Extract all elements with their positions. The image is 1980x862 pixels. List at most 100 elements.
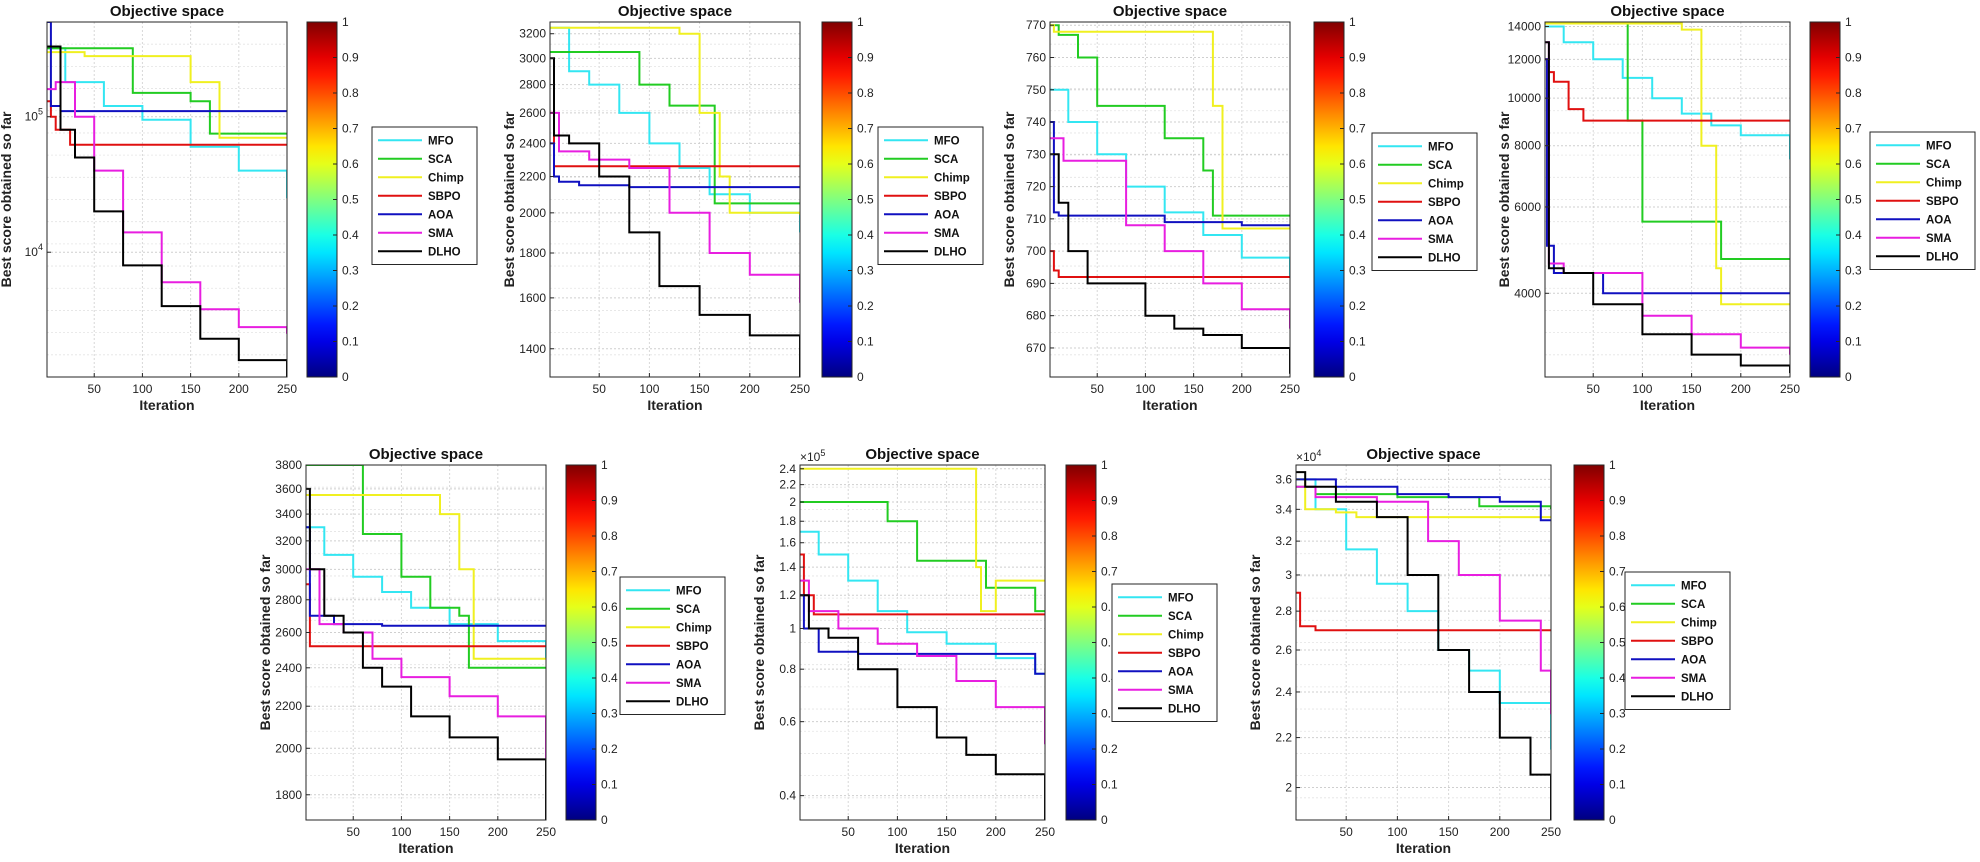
colorbar-tick-label: 0.2 bbox=[342, 299, 359, 313]
y-tick-label: 1.2 bbox=[779, 588, 796, 602]
colorbar-tick-label: 0.7 bbox=[857, 122, 874, 136]
legend-label-dlho: DLHO bbox=[428, 246, 461, 258]
y-tick-label: 3200 bbox=[275, 534, 302, 548]
y-tick-label: 4000 bbox=[1514, 286, 1541, 300]
y-exponent-label: ×104 bbox=[1296, 448, 1321, 464]
colorbar-tick-label: 0.2 bbox=[1609, 742, 1626, 756]
legend-label-sma: SMA bbox=[1681, 673, 1707, 685]
colorbar-tick-label: 0.9 bbox=[342, 51, 359, 65]
y-tick-label: 2200 bbox=[275, 699, 302, 713]
chart-title: Objective space bbox=[1366, 446, 1480, 463]
legend-label-dlho: DLHO bbox=[1168, 703, 1201, 715]
colorbar-tick-label: 0.4 bbox=[1609, 671, 1626, 685]
colorbar-tick-label: 0.6 bbox=[342, 157, 359, 171]
y-tick-label: 2800 bbox=[519, 78, 546, 92]
series-line-mfo bbox=[800, 530, 1045, 675]
series-line-dlho bbox=[1545, 41, 1790, 374]
colorbar: 00.10.20.30.40.50.60.70.80.91 bbox=[1573, 458, 1626, 827]
series-line-chimp bbox=[800, 467, 1045, 613]
x-tick-label: 100 bbox=[1135, 382, 1155, 396]
chart-5: 50 100 150 200 250 1800 2000 2200 2400 2600 2800 30… bbox=[257, 446, 726, 856]
x-axis-label: Iteration bbox=[398, 840, 453, 856]
colorbar-gradient bbox=[821, 21, 853, 378]
colorbar-tick-label: 0 bbox=[1845, 370, 1852, 384]
x-tick-label: 100 bbox=[391, 825, 411, 839]
colorbar-tick-label: 0 bbox=[1349, 370, 1356, 384]
legend: MFO SCA Chimp SBPO AOA SMA DLHO bbox=[1111, 583, 1218, 722]
series-line-chimp bbox=[1545, 22, 1790, 306]
legend-label-sma: SMA bbox=[934, 228, 960, 240]
colorbar-tick-label: 0.9 bbox=[1349, 51, 1366, 65]
y-tick-label: 3 bbox=[1285, 568, 1292, 582]
colorbar-tick-label: 0.5 bbox=[1609, 636, 1626, 650]
legend-label-sbpo: SBPO bbox=[1926, 196, 1959, 208]
legend-label-mfo: MFO bbox=[934, 135, 960, 147]
y-tick-label: 700 bbox=[1026, 244, 1046, 258]
colorbar-tick-label: 0.3 bbox=[601, 707, 618, 721]
y-tick-label: 3000 bbox=[519, 51, 546, 65]
legend-label-aoa: AOA bbox=[676, 659, 702, 671]
legend-label-aoa: AOA bbox=[1428, 215, 1454, 227]
colorbar-tick-label: 0.8 bbox=[1609, 529, 1626, 543]
legend-label-mfo: MFO bbox=[1681, 580, 1707, 592]
legend: MFO SCA Chimp SBPO AOA SMA DLHO bbox=[877, 126, 984, 265]
y-tick-label: 8000 bbox=[1514, 139, 1541, 153]
chart-title: Objective space bbox=[618, 3, 732, 20]
x-tick-label: 250 bbox=[1280, 382, 1300, 396]
colorbar-tick-label: 0.3 bbox=[1609, 707, 1626, 721]
series-line-mfo bbox=[1545, 25, 1790, 160]
axes-box bbox=[799, 464, 1046, 821]
legend-label-sbpo: SBPO bbox=[428, 191, 461, 203]
colorbar-tick-label: 0 bbox=[1609, 813, 1616, 827]
legend-label-chimp: Chimp bbox=[1168, 629, 1204, 641]
colorbar-tick-label: 0.9 bbox=[1845, 51, 1862, 65]
x-tick-label: 250 bbox=[277, 382, 297, 396]
colorbar-tick-label: 0.6 bbox=[857, 157, 874, 171]
colorbar-tick-label: 0.2 bbox=[1349, 299, 1366, 313]
legend-label-chimp: Chimp bbox=[1428, 178, 1464, 190]
x-axis-label: Iteration bbox=[1142, 397, 1197, 413]
colorbar: 00.10.20.30.40.50.60.70.80.91 bbox=[1065, 458, 1118, 827]
series-line-aoa bbox=[1296, 478, 1551, 522]
x-tick-label: 50 bbox=[1587, 382, 1601, 396]
colorbar-tick-label: 1 bbox=[342, 15, 349, 29]
y-tick-label: 1800 bbox=[519, 246, 546, 260]
chart-1: 50 100 150 200 250 104 105 Objective space Itera… bbox=[0, 3, 478, 413]
y-tick-label: 2400 bbox=[275, 661, 302, 675]
series-line-dlho bbox=[306, 487, 546, 820]
series-line-sca bbox=[1050, 24, 1290, 217]
legend-label-aoa: AOA bbox=[1168, 666, 1194, 678]
colorbar-tick-label: 0.5 bbox=[857, 193, 874, 207]
x-axis-label: Iteration bbox=[895, 840, 950, 856]
colorbar-tick-label: 0.3 bbox=[1349, 264, 1366, 278]
series-line-chimp bbox=[550, 26, 800, 215]
y-tick-label: 2.4 bbox=[1275, 685, 1292, 699]
y-axis-label: Best score obtained so far bbox=[501, 111, 517, 287]
legend-label-chimp: Chimp bbox=[934, 172, 970, 184]
y-axis-label: Best score obtained so far bbox=[257, 554, 273, 730]
y-tick-label: 3400 bbox=[275, 507, 302, 521]
colorbar-tick-label: 0.1 bbox=[1609, 778, 1626, 792]
chart-2: 50 100 150 200 250 1400 1600 1800 2000 2200 2400 26… bbox=[501, 3, 984, 413]
colorbar-tick-label: 0.4 bbox=[857, 228, 874, 242]
colorbar-tick-label: 0.1 bbox=[1845, 335, 1862, 349]
y-tick-label: 3200 bbox=[519, 27, 546, 41]
x-tick-label: 200 bbox=[488, 825, 508, 839]
series-group bbox=[1545, 22, 1790, 374]
colorbar-tick-label: 0.8 bbox=[342, 86, 359, 100]
x-tick-label: 100 bbox=[1387, 825, 1407, 839]
x-axis-label: Iteration bbox=[1396, 840, 1451, 856]
x-tick-label: 250 bbox=[536, 825, 556, 839]
y-tick-label: 690 bbox=[1026, 276, 1046, 290]
y-tick-label: 740 bbox=[1026, 115, 1046, 129]
legend-label-aoa: AOA bbox=[1926, 214, 1952, 226]
series-line-sca bbox=[47, 47, 287, 135]
legend-label-mfo: MFO bbox=[676, 585, 702, 597]
legend: MFO SCA Chimp SBPO AOA SMA DLHO bbox=[619, 576, 726, 715]
legend: MFO SCA Chimp SBPO AOA SMA DLHO bbox=[1869, 131, 1976, 270]
series-line-sma bbox=[550, 111, 800, 303]
colorbar-gradient bbox=[1313, 21, 1345, 378]
colorbar-tick-label: 0.7 bbox=[1845, 122, 1862, 136]
legend-label-sbpo: SBPO bbox=[1428, 197, 1461, 209]
colorbar-gradient bbox=[1573, 464, 1605, 821]
